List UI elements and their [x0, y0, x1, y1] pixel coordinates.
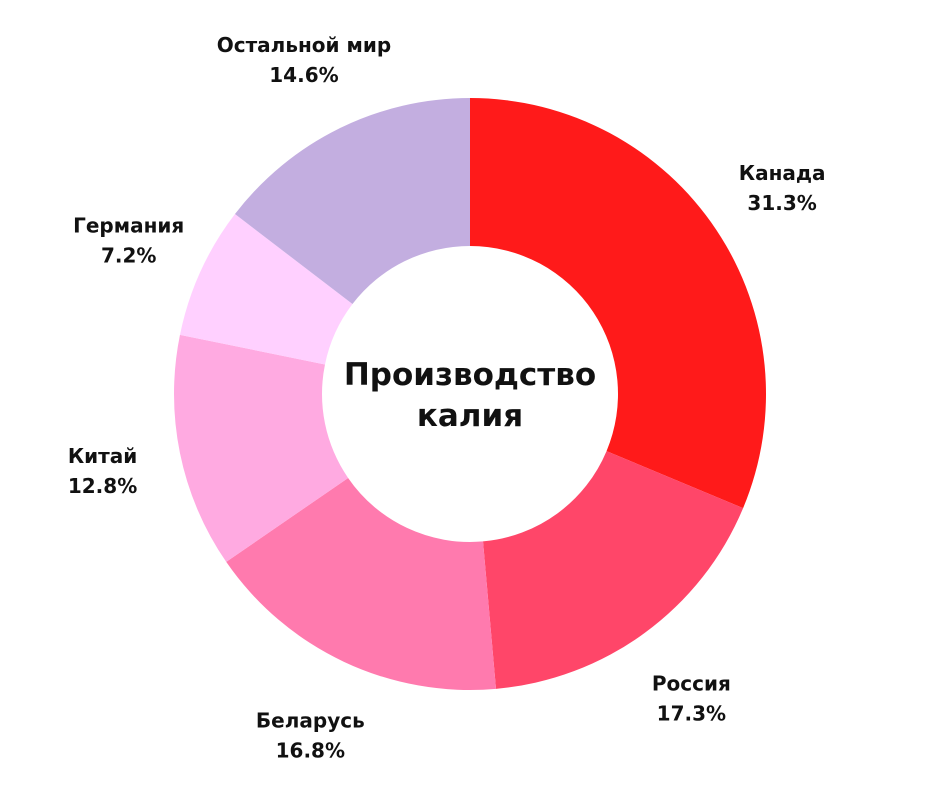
category-label-4: Китай — [68, 444, 137, 468]
category-label-2: Россия — [652, 672, 731, 696]
value-label-5: 7.2% — [101, 244, 156, 268]
donut-slice-6 — [234, 98, 470, 305]
value-label-4: 12.8% — [68, 474, 137, 498]
donut-slice-2 — [483, 451, 744, 689]
chart-title-line-2: калия — [417, 398, 523, 434]
chart-title-line-1: Производство — [344, 357, 596, 393]
slice-labels: Канада 31.3% Россия 17.3% Беларусь 16.8% Китай… — [68, 33, 826, 763]
donut-slice-1 — [470, 98, 766, 509]
donut-slice-3 — [226, 477, 497, 690]
category-label-1: Канада — [739, 161, 826, 185]
value-label-3: 16.8% — [276, 738, 345, 762]
donut-slice-5 — [179, 214, 353, 365]
category-label-6: Остальной мир — [217, 33, 391, 57]
donut-slices — [174, 98, 766, 690]
category-label-5: Германия — [73, 214, 184, 238]
value-label-1: 31.3% — [747, 191, 816, 215]
value-label-6: 14.6% — [269, 63, 338, 87]
value-label-2: 17.3% — [657, 702, 726, 726]
donut-slice-4 — [174, 334, 349, 562]
category-label-3: Беларусь — [256, 708, 365, 732]
